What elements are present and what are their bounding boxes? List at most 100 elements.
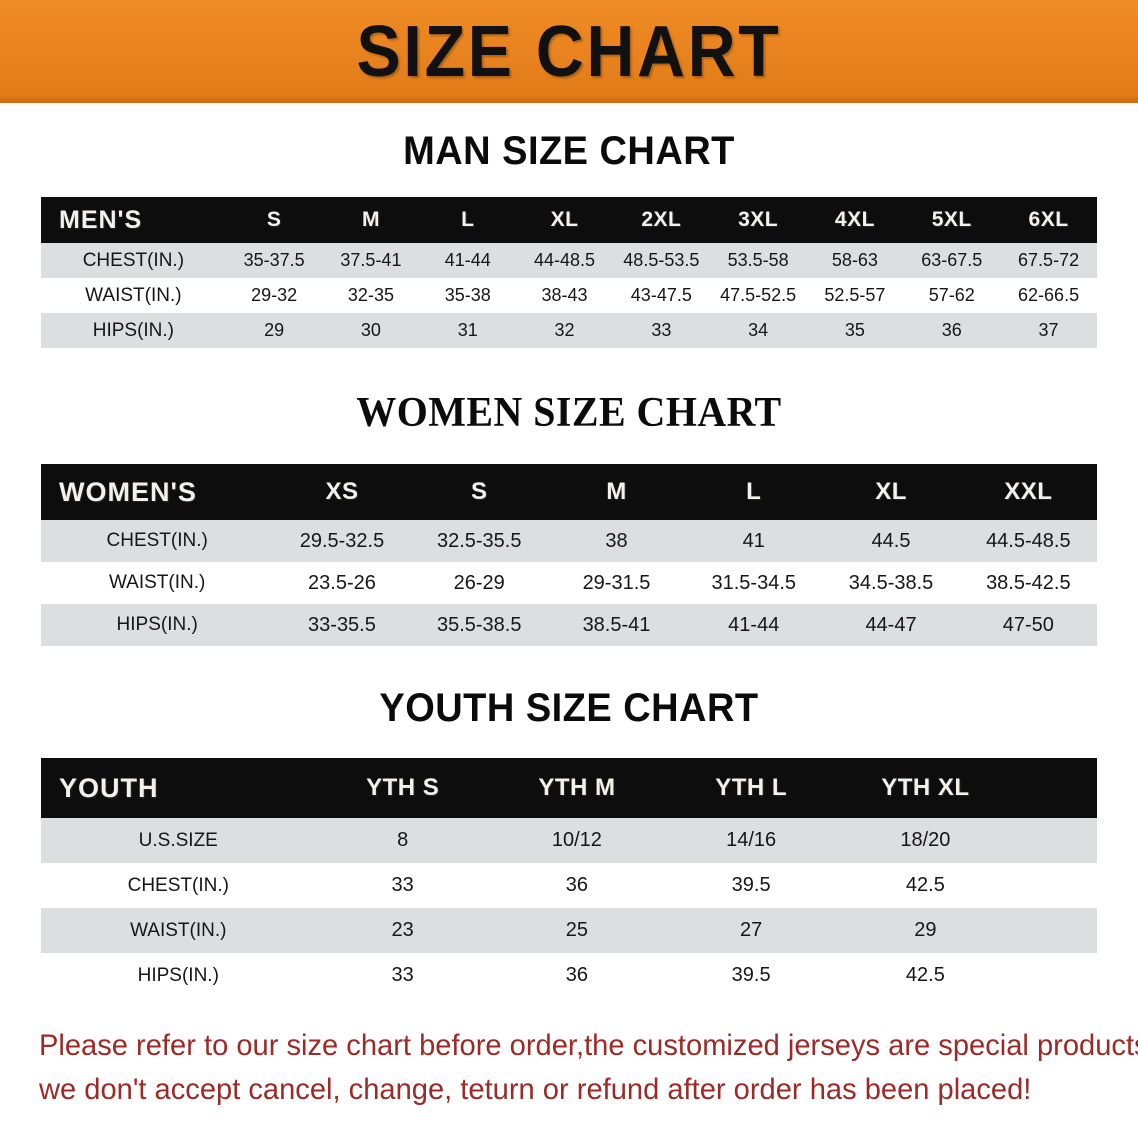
youth-row-spacer — [1012, 953, 1097, 998]
men-row-label-0: CHEST(IN.) — [41, 243, 226, 278]
women-header-row: WOMEN'S XS S M L XL XXL — [41, 464, 1097, 520]
men-col-header-5: 3XL — [738, 208, 779, 231]
women-cell-0-1: 32.5-35.5 — [410, 520, 548, 562]
youth-header-spacer — [1012, 758, 1097, 818]
women-cell-1-4: 34.5-38.5 — [822, 562, 960, 604]
men-cell-0-6: 58-63 — [806, 243, 904, 278]
men-cell-0-0: 35-37.5 — [225, 243, 323, 278]
table-row: WAIST(IN.) 29-32 32-35 35-38 38-43 43-47… — [41, 278, 1097, 313]
disclaimer-line-2: we don't accept cancel, change, teturn o… — [39, 1072, 1032, 1106]
men-cell-2-7: 36 — [903, 313, 1001, 348]
youth-size-table: YOUTH YTH S YTH M YTH L YTH XL U.S.SIZE … — [41, 758, 1097, 998]
youth-cell-3-1: 36 — [489, 953, 665, 998]
men-col-header-2: L — [461, 208, 475, 231]
table-row: U.S.SIZE 8 10/12 14/16 18/20 — [41, 818, 1097, 863]
women-cell-2-3: 41-44 — [685, 604, 823, 646]
men-cell-2-4: 33 — [612, 313, 710, 348]
youth-cell-0-2: 14/16 — [664, 818, 839, 863]
women-row-label-0: CHEST(IN.) — [41, 520, 274, 562]
youth-cell-0-3: 18/20 — [838, 818, 1013, 863]
youth-col-header-3: YTH XL — [881, 774, 970, 801]
youth-section-title: YOUTH SIZE CHART — [379, 686, 759, 730]
men-cell-2-0: 29 — [225, 313, 323, 348]
men-row-label-1: WAIST(IN.) — [41, 278, 226, 313]
youth-cell-1-0: 33 — [315, 863, 490, 908]
youth-col-header-0: YTH S — [366, 774, 440, 801]
youth-row-label-1: CHEST(IN.) — [41, 863, 316, 908]
women-cell-1-5: 38.5-42.5 — [959, 562, 1097, 604]
table-row: WAIST(IN.) 23 25 27 29 — [41, 908, 1097, 953]
youth-cell-3-0: 33 — [315, 953, 490, 998]
women-cell-2-2: 38.5-41 — [547, 604, 686, 646]
youth-row-spacer — [1012, 863, 1097, 908]
women-row-label-1: WAIST(IN.) — [41, 562, 274, 604]
youth-header-row: YOUTH YTH S YTH M YTH L YTH XL — [41, 758, 1097, 818]
youth-cell-2-3: 29 — [838, 908, 1013, 953]
youth-table-header: YOUTH YTH S YTH M YTH L YTH XL — [41, 758, 1097, 818]
men-cell-2-2: 31 — [419, 313, 517, 348]
men-cell-1-8: 62-66.5 — [1000, 278, 1097, 313]
men-cell-0-3: 44-48.5 — [516, 243, 613, 278]
women-col-header-1: S — [470, 478, 488, 505]
women-cell-2-1: 35.5-38.5 — [410, 604, 548, 646]
table-row: WAIST(IN.) 23.5-26 26-29 29-31.5 31.5-34… — [41, 562, 1097, 604]
youth-size-table-wrapper: YOUTH YTH S YTH M YTH L YTH XL U.S.SIZE … — [41, 758, 1097, 998]
men-size-table: MEN'S S M L XL 2XL 3XL 4XL 5XL 6XL CHEST… — [41, 197, 1097, 348]
youth-col-header-2: YTH L — [715, 774, 788, 801]
youth-cell-1-1: 36 — [489, 863, 665, 908]
disclaimer-line-1: Please refer to our size chart before or… — [39, 1029, 1138, 1062]
table-row: HIPS(IN.) 33-35.5 35.5-38.5 38.5-41 41-4… — [41, 604, 1097, 646]
women-col-header-5: XXL — [1004, 478, 1053, 505]
men-cell-1-2: 35-38 — [419, 278, 517, 313]
men-table-body: CHEST(IN.) 35-37.5 37.5-41 41-44 44-48.5… — [41, 243, 1097, 348]
women-cell-2-0: 33-35.5 — [273, 604, 411, 646]
table-row: CHEST(IN.) 33 36 39.5 42.5 — [41, 863, 1097, 908]
women-table-body: CHEST(IN.) 29.5-32.5 32.5-35.5 38 41 44.… — [41, 520, 1097, 646]
women-cell-0-2: 38 — [547, 520, 686, 562]
youth-cell-3-2: 39.5 — [664, 953, 839, 998]
men-corner-label: MEN'S — [59, 205, 143, 234]
men-cell-2-8: 37 — [1000, 313, 1097, 348]
man-section-title: MAN SIZE CHART — [403, 129, 735, 173]
men-cell-0-1: 37.5-41 — [322, 243, 420, 278]
women-cell-1-3: 31.5-34.5 — [685, 562, 823, 604]
men-row-label-2: HIPS(IN.) — [41, 313, 226, 348]
youth-cell-2-1: 25 — [489, 908, 665, 953]
youth-corner-label: YOUTH — [59, 772, 159, 803]
men-cell-2-6: 35 — [806, 313, 904, 348]
youth-cell-0-0: 8 — [315, 818, 490, 863]
men-cell-2-5: 34 — [709, 313, 807, 348]
men-cell-0-5: 53.5-58 — [709, 243, 807, 278]
disclaimer-note: Please refer to our size chart before or… — [39, 1024, 1138, 1111]
table-row: HIPS(IN.) 29 30 31 32 33 34 35 36 37 — [41, 313, 1097, 348]
men-cell-2-3: 32 — [516, 313, 613, 348]
youth-row-label-0: U.S.SIZE — [41, 818, 316, 863]
youth-cell-0-1: 10/12 — [489, 818, 665, 863]
men-col-header-0: S — [266, 208, 282, 231]
women-cell-1-1: 26-29 — [410, 562, 548, 604]
men-header-row: MEN'S S M L XL 2XL 3XL 4XL 5XL 6XL — [41, 197, 1097, 243]
men-cell-0-4: 48.5-53.5 — [612, 243, 710, 278]
men-col-header-6: 4XL — [834, 208, 875, 231]
women-cell-2-5: 47-50 — [959, 604, 1097, 646]
table-row: HIPS(IN.) 33 36 39.5 42.5 — [41, 953, 1097, 998]
men-col-header-8: 6XL — [1028, 208, 1069, 231]
women-cell-2-4: 44-47 — [822, 604, 960, 646]
women-cell-1-2: 29-31.5 — [547, 562, 686, 604]
women-size-table-wrapper: WOMEN'S XS S M L XL XXL CHEST(IN.) 29.5-… — [41, 464, 1097, 646]
table-row: CHEST(IN.) 35-37.5 37.5-41 41-44 44-48.5… — [41, 243, 1097, 278]
women-table-header: WOMEN'S XS S M L XL XXL — [41, 464, 1097, 520]
youth-cell-1-2: 39.5 — [664, 863, 839, 908]
youth-table-body: U.S.SIZE 8 10/12 14/16 18/20 CHEST(IN.) … — [41, 818, 1097, 998]
page-title: SIZE CHART — [356, 11, 782, 92]
men-col-header-4: 2XL — [641, 208, 682, 231]
women-cell-1-0: 23.5-26 — [273, 562, 411, 604]
youth-cell-3-3: 42.5 — [838, 953, 1013, 998]
women-corner-label: WOMEN'S — [59, 476, 197, 507]
men-col-header-7: 5XL — [931, 208, 972, 231]
women-cell-0-0: 29.5-32.5 — [273, 520, 411, 562]
men-cell-1-1: 32-35 — [322, 278, 420, 313]
youth-row-spacer — [1012, 818, 1097, 863]
men-col-header-1: M — [361, 208, 380, 231]
women-cell-0-3: 41 — [685, 520, 823, 562]
